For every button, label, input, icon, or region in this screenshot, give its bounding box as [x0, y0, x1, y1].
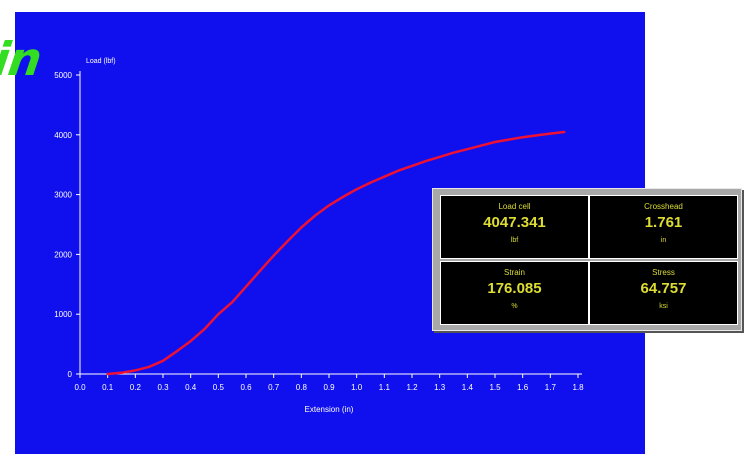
x-tick-label: 1.8	[572, 383, 584, 392]
logo-text-fragment: in	[0, 32, 45, 86]
load-curve-line	[106, 130, 566, 376]
readout-label: Stress	[652, 268, 675, 277]
readout-label: Crosshead	[644, 202, 683, 211]
load-extension-chart: 0.0 0.1 0.2 0.3 0.4 0.5 0.6 0.7 0.8 0.9 1.0 1.1 1.2 1…	[54, 58, 584, 414]
readout-panel: Load cell 4047.341 lbf Crosshead 1.761 i…	[432, 188, 742, 331]
x-tick-label: 1.5	[489, 383, 501, 392]
readout-value: 176.085	[487, 280, 542, 297]
x-tick-label: 0.9	[323, 383, 335, 392]
x-tick-label: 1.1	[379, 383, 391, 392]
readout-value: 4047.341	[483, 214, 546, 231]
x-axis-title: Extension (in)	[305, 405, 354, 414]
readout-unit: %	[511, 303, 518, 310]
readout-label: Load cell	[498, 202, 531, 211]
y-axis-title: Load (lbf)	[86, 58, 116, 65]
readout-label: Strain	[504, 268, 525, 277]
readout-unit: lbf	[510, 237, 519, 244]
x-tick-label: 1.0	[351, 383, 363, 392]
load-cell-readout: Load cell 4047.341 lbf	[440, 195, 589, 259]
readout-unit: ksi	[659, 303, 668, 310]
strain-readout: Strain 176.085 %	[440, 261, 589, 325]
stress-readout: Stress 64.757 ksi	[589, 261, 738, 325]
x-tick-label: 0.6	[240, 383, 252, 392]
x-tick-label: 1.4	[462, 383, 474, 392]
x-tick-label: 1.3	[434, 383, 446, 392]
y-tick-label: 2000	[54, 250, 72, 259]
y-tick-label: 4000	[54, 131, 72, 140]
x-tick-label: 0.1	[102, 383, 114, 392]
x-tick-label: 0.3	[157, 383, 169, 392]
readout-unit: in	[660, 237, 667, 244]
readout-value: 64.757	[640, 280, 687, 297]
x-tick-label: 0.7	[268, 383, 280, 392]
x-tick-label: 1.7	[545, 383, 557, 392]
y-tick-label: 1000	[54, 310, 72, 319]
y-tick-label: 0	[68, 370, 73, 379]
x-tick-label: 1.6	[517, 383, 529, 392]
x-tick-label: 0.5	[213, 383, 225, 392]
x-tick-label: 0.4	[185, 383, 197, 392]
x-tick-label: 0.0	[74, 383, 86, 392]
crosshead-readout: Crosshead 1.761 in	[589, 195, 738, 259]
x-tick-label: 1.2	[406, 383, 418, 392]
x-tick-label: 0.2	[130, 383, 142, 392]
y-tick-label: 5000	[54, 71, 72, 80]
readout-value: 1.761	[644, 214, 683, 231]
x-tick-label: 0.8	[296, 383, 308, 392]
y-tick-label: 3000	[54, 191, 72, 200]
